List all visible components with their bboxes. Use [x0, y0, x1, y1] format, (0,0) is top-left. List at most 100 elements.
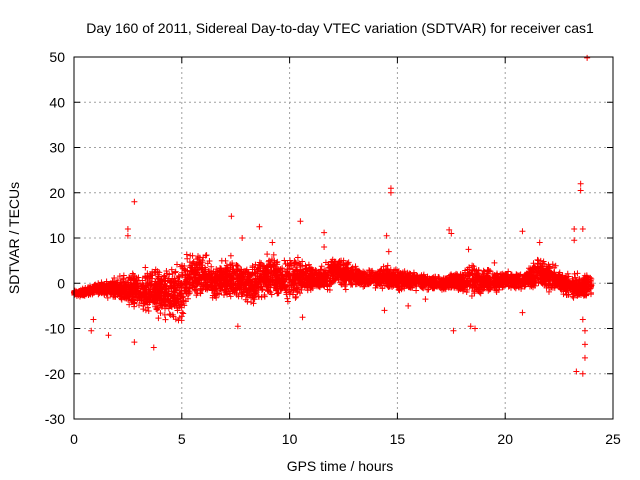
data-point: [571, 270, 578, 277]
data-point: [392, 281, 399, 288]
data-point: [283, 289, 290, 296]
x-tick-label: 20: [497, 431, 513, 447]
data-point: [172, 268, 179, 275]
y-tick-label: 30: [49, 140, 65, 156]
data-point: [471, 288, 478, 295]
data-point: [294, 254, 301, 261]
data-point: [143, 298, 150, 305]
data-point: [139, 277, 146, 284]
data-point: [577, 187, 584, 194]
data-point: [189, 260, 196, 267]
data-point: [281, 284, 288, 291]
data-point: [208, 284, 215, 291]
data-point: [460, 281, 467, 288]
x-tick-label: 5: [178, 431, 186, 447]
data-point: [174, 305, 181, 312]
data-point: [149, 268, 156, 275]
data-point: [318, 281, 325, 288]
data-point: [239, 235, 246, 241]
data-point: [180, 310, 187, 317]
data-point: [268, 256, 275, 263]
data-point: [361, 283, 368, 290]
data-point: [192, 287, 199, 294]
data-point: [234, 274, 241, 281]
data-point: [249, 262, 256, 269]
data-point: [174, 298, 181, 305]
data-point: [379, 285, 386, 292]
data-point: [250, 300, 257, 307]
data-point: [297, 262, 304, 269]
data-point: [126, 274, 133, 281]
data-point: [587, 291, 594, 298]
data-point: [172, 287, 179, 294]
data-point: [143, 296, 150, 303]
data-point: [201, 271, 208, 278]
data-point: [429, 275, 436, 282]
data-point: [268, 267, 275, 274]
data-point: [120, 280, 127, 287]
data-point: [410, 269, 417, 276]
data-point: [178, 299, 185, 306]
data-point: [234, 284, 241, 291]
data-point: [335, 263, 342, 270]
data-point: [162, 316, 169, 323]
y-axis-label: SDTVAR / TECUs: [6, 182, 22, 294]
data-point: [195, 254, 202, 261]
data-point: [211, 292, 218, 299]
data-point: [168, 285, 175, 292]
data-point: [387, 189, 394, 196]
data-point: [274, 281, 281, 288]
data-point: [454, 279, 461, 286]
data-point: [113, 279, 120, 286]
data-point: [385, 278, 392, 285]
data-point: [238, 281, 245, 288]
data-point: [298, 268, 305, 275]
y-tick-label: 0: [57, 275, 65, 291]
data-point: [526, 283, 533, 290]
data-point: [308, 266, 315, 273]
data-point: [561, 280, 568, 287]
data-point: [473, 284, 480, 291]
x-tick-label: 15: [390, 431, 406, 447]
data-point: [199, 257, 206, 264]
data-point: [222, 287, 229, 294]
data-point: [285, 270, 292, 277]
data-point: [533, 269, 540, 276]
data-point: [194, 279, 201, 286]
data-point: [405, 302, 412, 309]
data-point: [296, 279, 303, 286]
data-point: [562, 287, 569, 294]
data-point: [424, 286, 431, 293]
data-point: [549, 261, 556, 268]
data-point: [323, 281, 330, 288]
x-axis-label: GPS time / hours: [287, 458, 394, 474]
data-point: [381, 307, 388, 314]
data-point: [166, 311, 173, 318]
data-point: [126, 301, 133, 308]
data-point: [124, 225, 131, 232]
data-point: [294, 289, 301, 296]
data-point: [167, 312, 174, 319]
data-point: [491, 274, 498, 281]
data-point: [318, 263, 325, 270]
data-point: [136, 302, 143, 309]
data-point: [185, 290, 192, 297]
data-point: [579, 316, 586, 323]
data-point: [273, 259, 280, 266]
data-point: [305, 261, 312, 268]
data-point: [129, 270, 136, 277]
data-point: [228, 213, 235, 220]
data-point: [227, 293, 234, 300]
data-point: [323, 274, 330, 281]
data-point: [469, 277, 476, 284]
data-point: [574, 270, 581, 277]
data-point: [321, 244, 328, 251]
data-point: [544, 266, 551, 273]
data-point: [304, 267, 311, 274]
data-point: [130, 288, 137, 295]
data-point: [299, 314, 306, 321]
y-tick-label: 50: [49, 49, 65, 65]
data-point: [284, 295, 291, 302]
data-point: [116, 282, 123, 289]
